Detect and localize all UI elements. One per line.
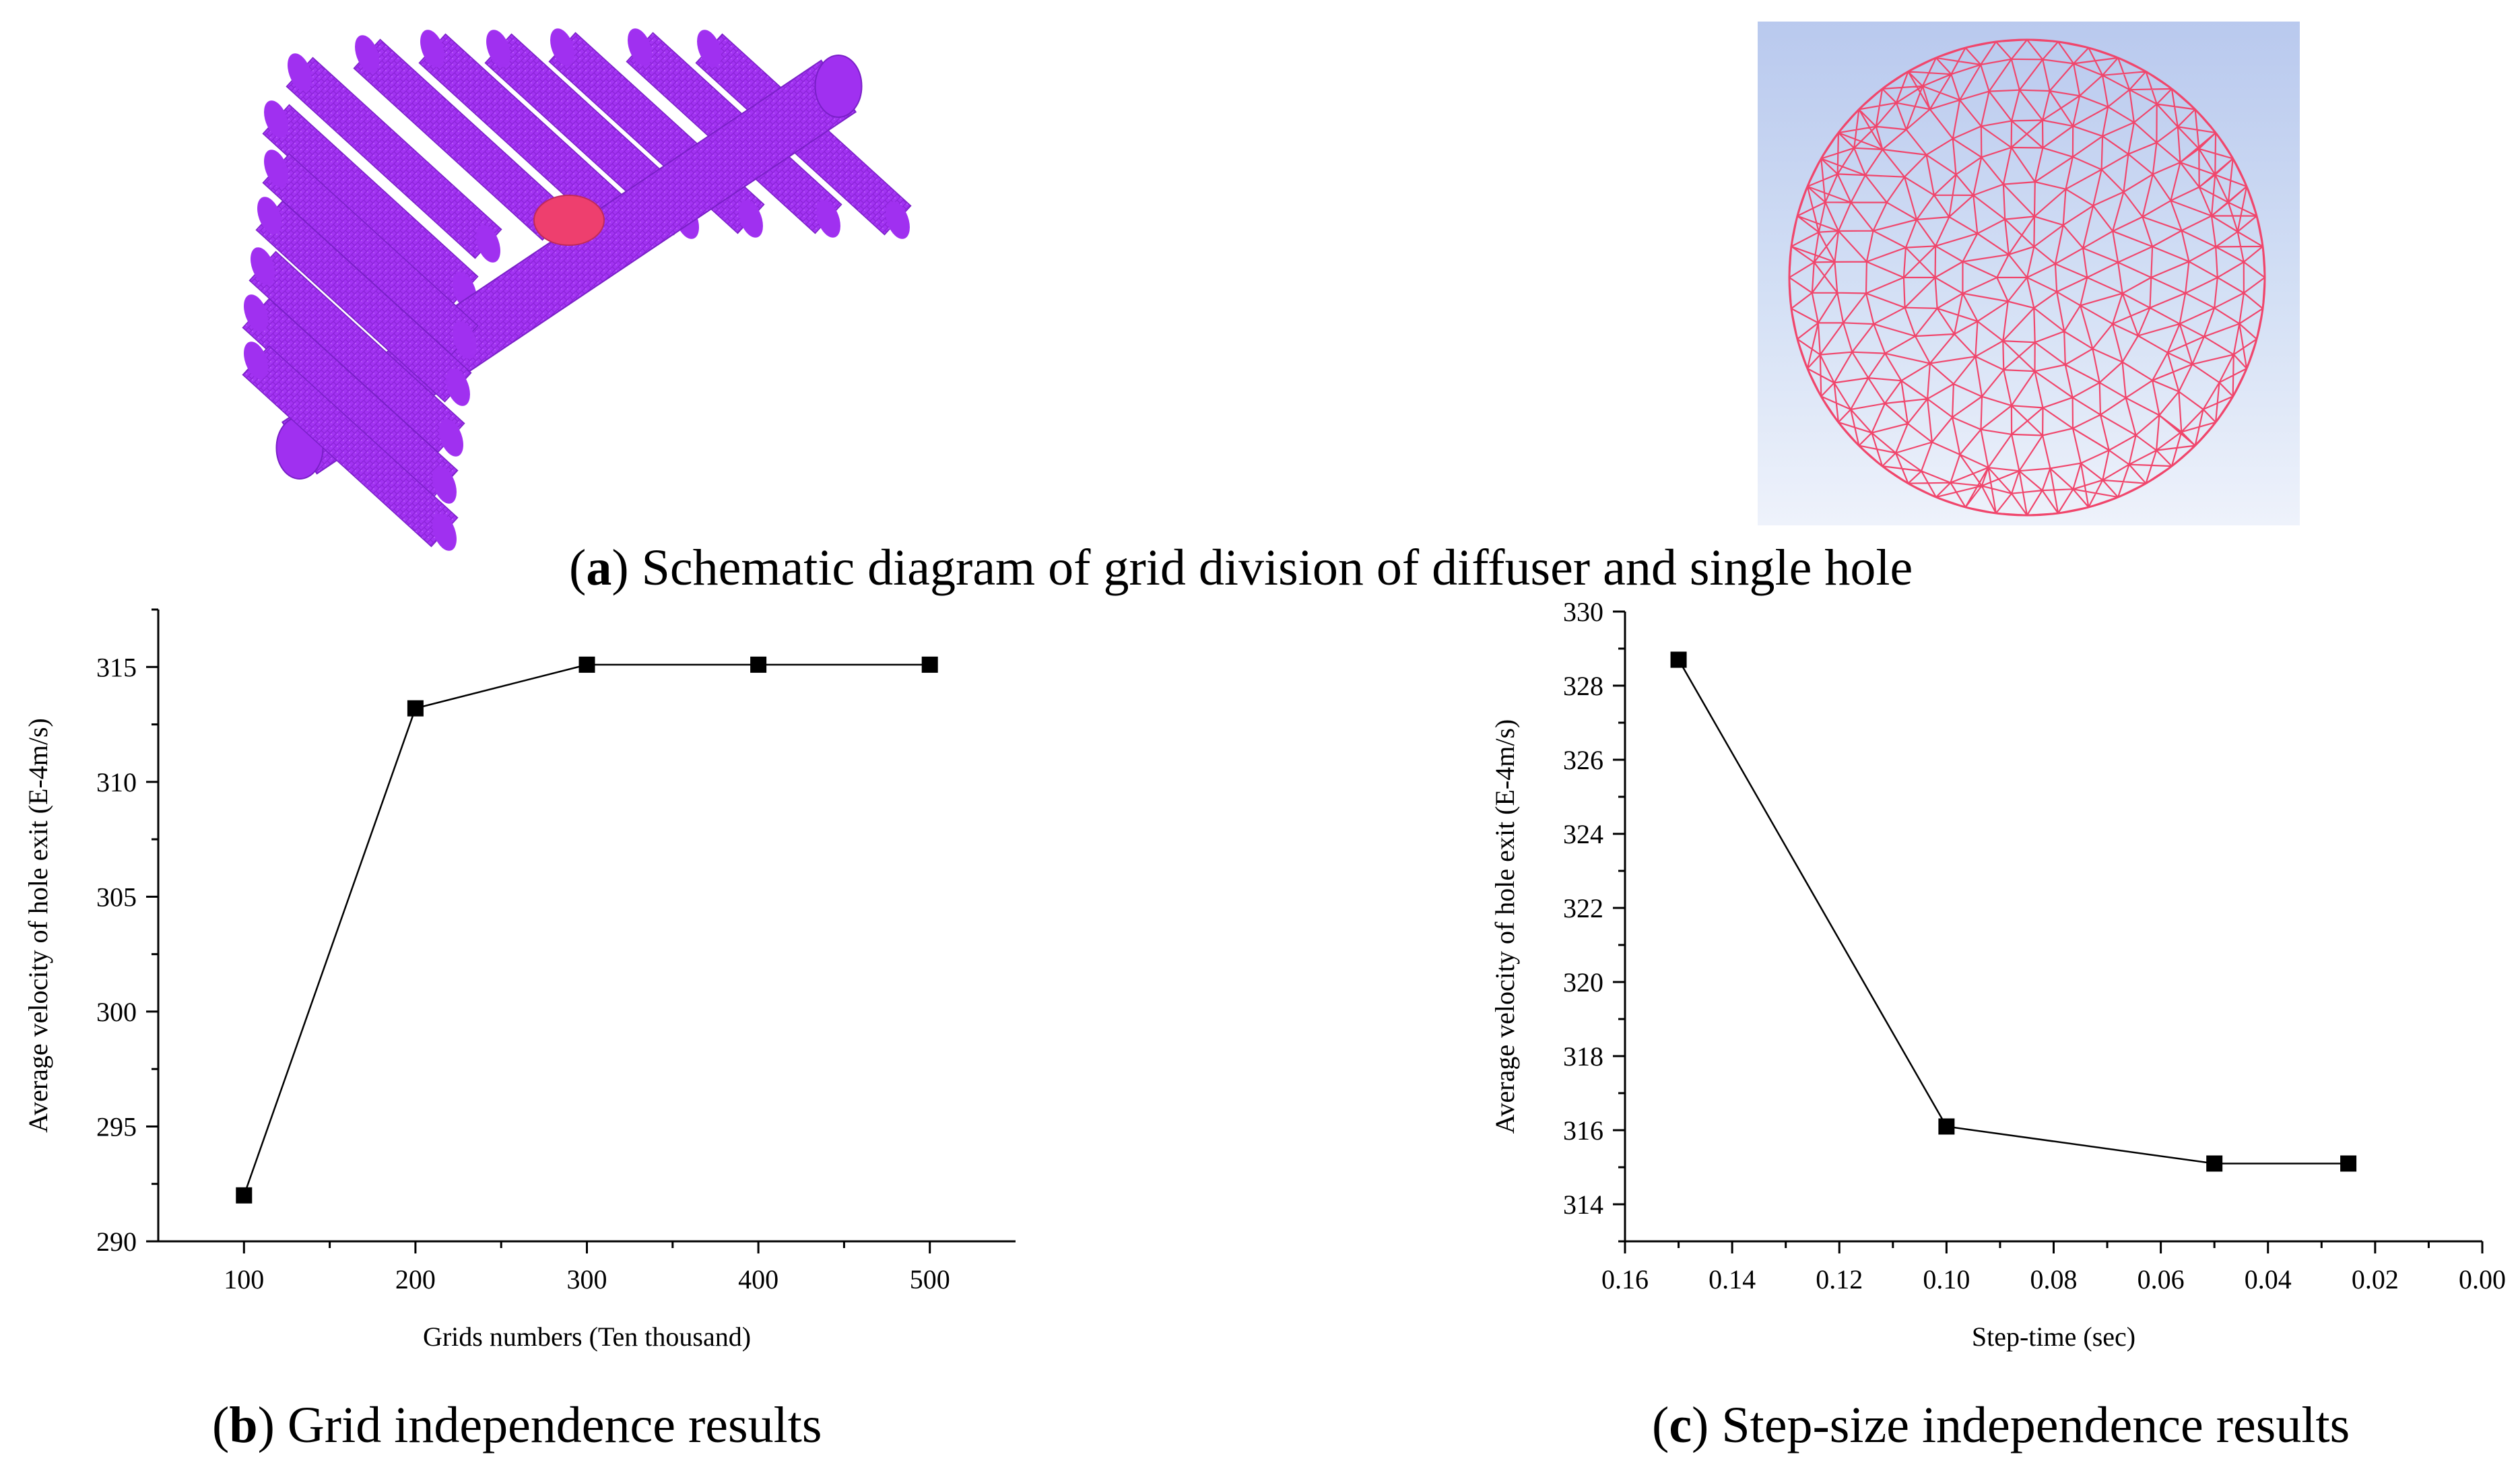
y-tick-label: 300 [96, 997, 137, 1027]
caption-c-text: Step-size independence results [1709, 1397, 2350, 1453]
x-tick-label: 0.10 [1923, 1264, 1970, 1295]
branch-pipe [262, 150, 479, 359]
caption-a-letter: a [586, 540, 612, 596]
step-size-independence-chart: 0.16 0.14 0.12 0.10 0.08 0.06 0.04 0.02 0.00 314 3… [1490, 597, 2506, 1352]
y-tick-label: 328 [1563, 671, 1603, 701]
caption-b: (b) Grid independence results [212, 1397, 822, 1453]
branch-pipe-cap-start [355, 35, 379, 73]
diffuser-mesh-image [242, 28, 912, 551]
data-point-marker [1670, 651, 1687, 668]
y-tick-label: 330 [1563, 597, 1603, 627]
branch-pipe-cap-start [486, 30, 510, 67]
y-tick-label: 320 [1563, 967, 1603, 998]
y-axis-label: Average velocity of hole exit (E-4m/s) [23, 718, 53, 1133]
inlet-hole [533, 195, 605, 246]
branch-pipe-cap-end [432, 513, 457, 551]
data-point-marker [750, 656, 767, 673]
x-tick-label: 200 [395, 1264, 436, 1295]
branch-pipe [262, 100, 479, 310]
data-point-marker [1938, 1118, 1955, 1135]
hole-mesh-background [1758, 22, 2300, 525]
branch-pipe-cap-start [550, 28, 574, 66]
x-tick-label: 400 [738, 1264, 778, 1295]
branch-pipe-cap-start [244, 294, 268, 332]
branch-pipe-cap-end [476, 225, 500, 263]
caption-b-letter: b [229, 1397, 258, 1453]
data-point-marker [407, 700, 424, 717]
series-line [1678, 659, 2349, 1165]
y-tick-label: 322 [1563, 893, 1603, 923]
branch-pipe-cap-start [628, 28, 652, 66]
y-tick-label: 318 [1563, 1041, 1603, 1072]
y-tick-label: 315 [96, 652, 137, 682]
y-tick-label: 310 [96, 767, 137, 797]
data-point-marker [2340, 1155, 2357, 1172]
branch-pipe-cap-end [886, 201, 910, 239]
x-tick-label: 500 [910, 1264, 950, 1295]
branch-pipe-cap-start [264, 100, 288, 138]
branch-pipe-cap-start [288, 53, 312, 91]
data-point-marker [921, 656, 938, 673]
x-tick-label: 100 [224, 1264, 264, 1295]
branch-pipe-cap-start [251, 247, 275, 285]
x-tick-label: 0.08 [2030, 1264, 2078, 1295]
branch-pipe [248, 247, 465, 457]
y-tick-label: 316 [1563, 1115, 1603, 1146]
branch-pipe-cap-end [739, 200, 763, 238]
hole-triangle-mesh [1788, 38, 2266, 517]
branch-pipe-cap-end [446, 368, 470, 406]
caption-c: (c) Step-size independence results [1652, 1397, 2350, 1453]
caption-b-text: Grid independence results [274, 1397, 822, 1453]
y-tick-label: 290 [96, 1227, 137, 1257]
x-tick-label: 0.14 [1709, 1264, 1756, 1295]
main-pipe-cap-end [814, 55, 863, 118]
branch-pipe-cap-start [264, 150, 288, 187]
y-tick-label: 314 [1563, 1189, 1603, 1220]
branch-pipe-cap-end [432, 466, 457, 504]
branch-pipe [242, 341, 459, 551]
mesh-boundary [1788, 38, 2266, 517]
branch-pipe [286, 53, 502, 263]
branch-pipe [242, 294, 459, 504]
branch-pipe [255, 197, 472, 406]
data-point-marker [236, 1187, 253, 1204]
grid-independence-chart: 100 200 300 400 500 290 295 300 305 310 315 Grids n… [23, 608, 1016, 1352]
caption-c-letter: c [1669, 1397, 1692, 1453]
branch-pipe-cap-end [453, 321, 477, 359]
x-tick-label: 0.00 [2459, 1264, 2506, 1295]
x-tick-label: 0.16 [1601, 1264, 1649, 1295]
data-point-marker [578, 656, 595, 673]
x-tick-label: 300 [567, 1264, 607, 1295]
branch-pipe-cap-end [439, 419, 463, 457]
series-line [243, 663, 930, 1196]
x-tick-label: 0.06 [2137, 1264, 2185, 1295]
y-axis-label: Average velocity of hole exit (E-4m/s) [1490, 719, 1520, 1134]
caption-a-text: Schematic diagram of grid division of di… [628, 540, 1913, 596]
single-hole-mesh-image [1758, 22, 2300, 525]
caption-a: (a) Schematic diagram of grid division o… [569, 540, 1913, 596]
data-point-marker [2206, 1155, 2223, 1172]
y-tick-label: 295 [96, 1111, 137, 1142]
branch-pipe-cap-start [257, 197, 281, 234]
x-axis-label: Grids numbers (Ten thousand) [423, 1321, 751, 1352]
branch-pipe-cap-start [697, 30, 721, 67]
x-tick-label: 0.04 [2245, 1264, 2292, 1295]
branch-pipe-cap-start [420, 30, 444, 67]
branch-pipe-cap-start [244, 341, 268, 379]
y-tick-label: 326 [1563, 745, 1603, 775]
branch-pipe-cap-end [816, 200, 840, 238]
x-tick-label: 0.12 [1816, 1264, 1863, 1295]
x-axis-label: Step-time (sec) [1972, 1321, 2135, 1352]
x-tick-label: 0.02 [2352, 1264, 2399, 1295]
y-tick-label: 305 [96, 882, 137, 912]
y-tick-label: 324 [1563, 819, 1603, 849]
